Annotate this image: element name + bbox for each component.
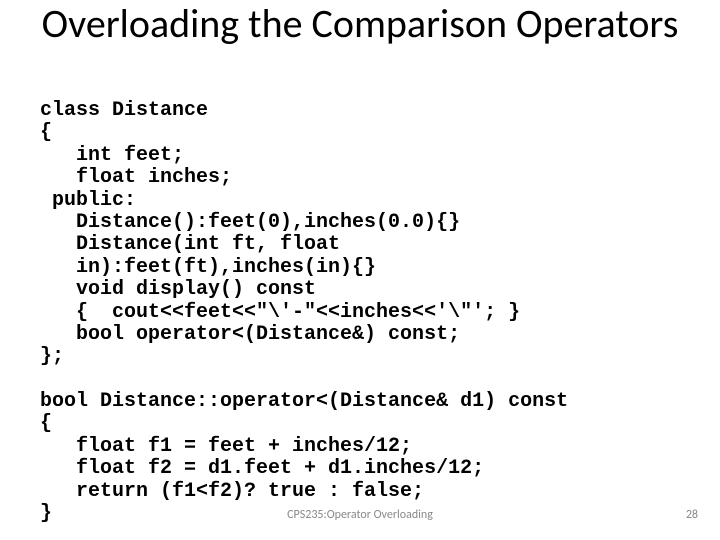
page-number: 28 bbox=[686, 508, 698, 522]
code-block: class Distance { int feet; float inches;… bbox=[40, 100, 680, 525]
slide-container: Overloading the Comparison Operators cla… bbox=[0, 0, 720, 540]
footer-text: CPS235:Operator Overloading bbox=[0, 508, 720, 522]
slide-title: Overloading the Comparison Operators bbox=[0, 2, 720, 46]
